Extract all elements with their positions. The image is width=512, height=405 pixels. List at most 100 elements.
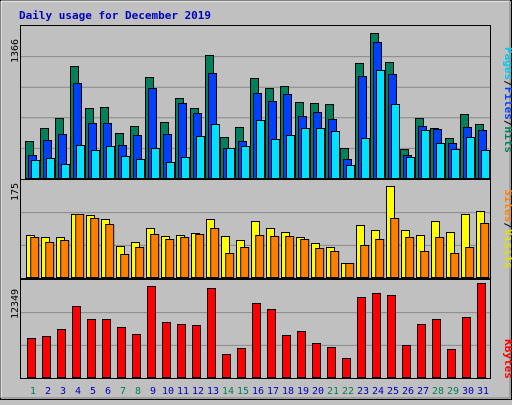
bar-sites: [375, 239, 385, 278]
bar-sites: [75, 214, 85, 278]
bar-kbytes: [357, 297, 366, 378]
bar-pages: [301, 128, 310, 179]
legend-hits-files-pages: Pages/Files/Hits: [502, 47, 512, 153]
bar-sites: [405, 237, 415, 278]
legend-visits: Visits: [502, 229, 512, 269]
bar-pages: [286, 135, 295, 179]
legend-separator: /: [502, 222, 512, 229]
bar-kbytes: [432, 319, 441, 378]
bar-pages: [271, 139, 280, 179]
bar-sites: [120, 254, 130, 278]
x-tick-label: 9: [150, 386, 156, 397]
bar-pages: [31, 160, 40, 179]
bar-sites: [255, 235, 265, 278]
bar-sites: [420, 251, 430, 278]
ymax-label-kbytes: 12349: [10, 289, 21, 319]
x-tick-label: 27: [417, 386, 429, 397]
bar-pages: [361, 138, 370, 179]
bar-pages: [421, 130, 430, 179]
bar-sites: [360, 245, 370, 278]
x-tick-label: 30: [462, 386, 474, 397]
bar-kbytes: [252, 303, 261, 378]
legend-visits-sites: Sites/Visits: [502, 189, 512, 269]
bar-pages: [256, 120, 265, 179]
bar-sites: [300, 239, 310, 278]
x-tick-label: 18: [282, 386, 294, 397]
bar-sites: [285, 236, 295, 278]
x-tick-label: 21: [327, 386, 339, 397]
ymax-label-visits: 175: [10, 183, 21, 201]
bar-sites: [450, 253, 460, 278]
bar-kbytes: [42, 336, 51, 378]
bar-kbytes: [447, 349, 456, 378]
bar-kbytes: [282, 335, 291, 378]
x-tick-label: 29: [447, 386, 459, 397]
chart-title: Daily usage for December 2019: [19, 9, 211, 22]
bar-sites: [195, 234, 205, 278]
x-tick-label: 6: [105, 386, 111, 397]
bar-kbytes: [57, 329, 66, 378]
x-tick-label: 12: [192, 386, 204, 397]
legend-files: Files: [502, 87, 512, 120]
legend-pages: Pages: [502, 47, 512, 80]
bar-kbytes: [267, 309, 276, 378]
legend-hits: Hits: [502, 127, 512, 154]
bar-kbytes: [477, 283, 486, 378]
x-tick-label: 3: [60, 386, 66, 397]
x-tick-label: 15: [237, 386, 249, 397]
bar-pages: [226, 148, 235, 179]
bar-sites: [435, 237, 445, 278]
x-tick-label: 17: [267, 386, 279, 397]
bar-pages: [166, 162, 175, 179]
bar-kbytes: [102, 319, 111, 378]
bar-kbytes: [237, 348, 246, 378]
legend-kbytes: KBytes: [502, 339, 512, 379]
x-tick-label: 11: [177, 386, 189, 397]
bar-kbytes: [162, 322, 171, 378]
x-tick-label: 2: [45, 386, 51, 397]
bar-sites: [240, 247, 250, 278]
bar-sites: [270, 236, 280, 278]
bar-kbytes: [342, 358, 351, 378]
bar-kbytes: [462, 317, 471, 378]
x-tick-label: 24: [372, 386, 384, 397]
ymax-label-hits: 1366: [10, 39, 21, 63]
bar-sites: [210, 228, 220, 278]
bar-sites: [315, 248, 325, 278]
bar-kbytes: [132, 334, 141, 378]
bar-pages: [406, 157, 415, 179]
bar-kbytes: [87, 319, 96, 378]
x-tick-label: 1: [30, 386, 36, 397]
bar-pages: [331, 131, 340, 179]
bar-pages: [316, 128, 325, 179]
x-tick-label: 25: [387, 386, 399, 397]
bar-sites: [30, 237, 40, 278]
bar-kbytes: [27, 338, 36, 378]
bar-kbytes: [207, 288, 216, 378]
x-tick-label: 5: [90, 386, 96, 397]
x-tick-label: 22: [342, 386, 354, 397]
x-tick-label: 13: [207, 386, 219, 397]
bar-sites: [465, 247, 475, 278]
bar-pages: [61, 164, 70, 179]
x-tick-label: 4: [75, 386, 81, 397]
x-tick-label: 8: [135, 386, 141, 397]
bar-sites: [90, 218, 100, 278]
x-axis-day-labels: 1 2 3 4 5 6 7 8 9 10 11 12 13 14 15 16 17 18 19 20 21 22 23 24 2…: [30, 386, 489, 397]
x-tick-label: 28: [432, 386, 444, 397]
legend-separator: /: [502, 120, 512, 127]
bar-pages: [76, 145, 85, 179]
bar-pages: [346, 165, 355, 179]
bar-sites: [480, 223, 490, 278]
legend-separator: /: [502, 80, 512, 87]
legend-sites: Sites: [502, 189, 512, 222]
bar-pages: [91, 150, 100, 179]
bar-kbytes: [417, 324, 426, 378]
bar-pages: [211, 124, 220, 179]
bar-pages: [106, 146, 115, 179]
bar-sites: [225, 253, 235, 278]
x-tick-label: 23: [357, 386, 369, 397]
bar-kbytes: [192, 325, 201, 378]
bar-kbytes: [402, 345, 411, 378]
